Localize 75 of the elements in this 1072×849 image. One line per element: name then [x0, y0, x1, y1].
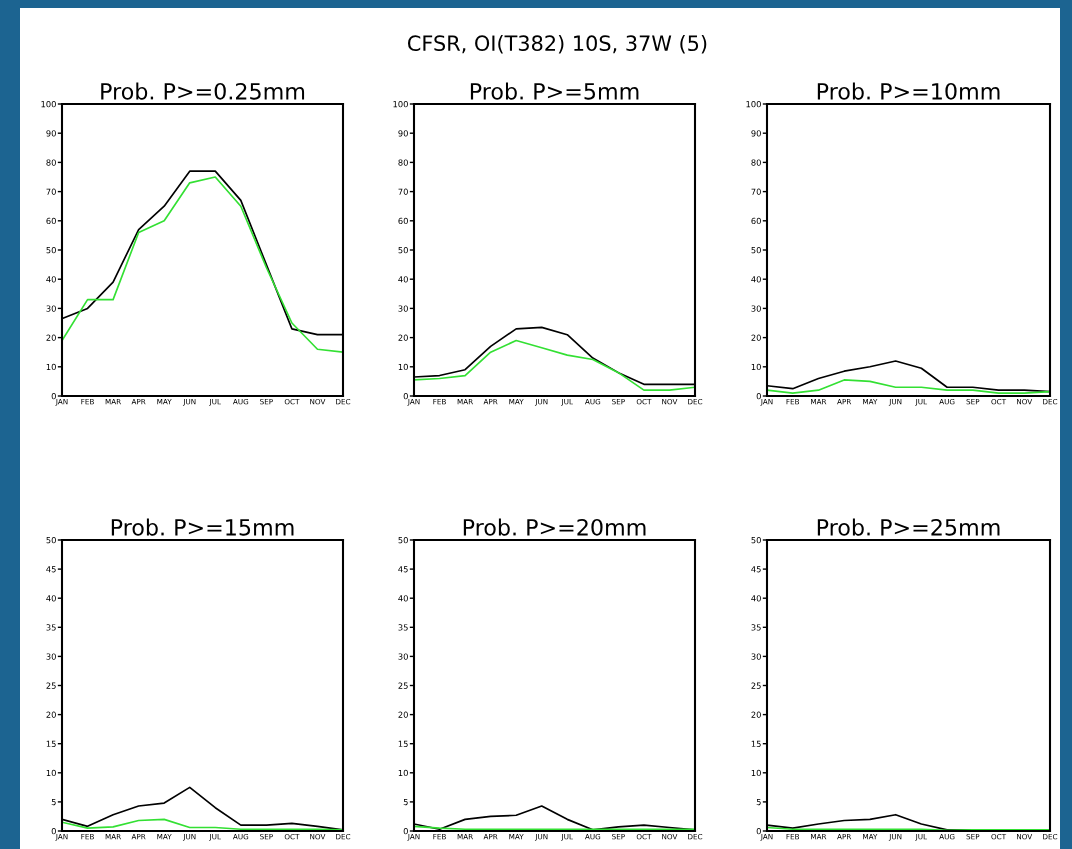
- y-tick-label: 45: [751, 566, 761, 573]
- y-tick-label: 25: [751, 682, 761, 689]
- y-tick-label: 80: [751, 159, 761, 166]
- y-tick-label: 35: [751, 624, 761, 631]
- chart-title: Prob. P>=10mm: [817, 82, 1000, 100]
- chart-title: Prob. P>=25mm: [817, 518, 1000, 536]
- y-tick-label: 10: [751, 769, 761, 777]
- y-tick-label: 20: [398, 711, 408, 718]
- y-tick-label: 60: [751, 217, 761, 225]
- y-tick-label: 80: [46, 159, 56, 166]
- chart-title: Prob. P>=15mm: [111, 518, 294, 536]
- y-tick-label: 100: [393, 100, 408, 108]
- y-tick-label: 35: [46, 624, 56, 631]
- y-tick-label: 40: [46, 276, 56, 283]
- y-tick-label: 30: [398, 305, 408, 312]
- y-tick-label: 10: [398, 769, 408, 777]
- y-tick-label: 60: [398, 217, 408, 225]
- y-tick-label: 0: [403, 827, 408, 835]
- y-tick-label: 5: [756, 798, 761, 806]
- y-tick-label: 20: [46, 711, 56, 718]
- y-tick-label: 5: [403, 798, 408, 806]
- y-tick-label: 10: [46, 363, 56, 371]
- y-tick-label: 10: [46, 769, 56, 777]
- y-tick-label: 30: [751, 653, 761, 660]
- y-tick-label: 20: [398, 334, 408, 341]
- y-tick-label: 0: [756, 392, 761, 400]
- y-tick-label: 25: [46, 682, 56, 689]
- y-tick-label: 25: [398, 682, 408, 689]
- y-tick-label: 30: [46, 305, 56, 312]
- y-tick-label: 30: [398, 653, 408, 660]
- y-tick-label: 90: [46, 130, 56, 137]
- y-tick-label: 100: [746, 100, 761, 108]
- y-tick-label: 0: [51, 392, 56, 400]
- line-series: [414, 339, 695, 391]
- y-tick-label: 35: [398, 624, 408, 631]
- y-tick-label: 60: [46, 217, 56, 225]
- y-tick-label: 90: [751, 130, 761, 137]
- y-tick-label: 50: [398, 536, 408, 544]
- y-tick-label: 45: [398, 566, 408, 573]
- y-tick-label: 20: [46, 334, 56, 341]
- y-tick-label: 0: [756, 827, 761, 835]
- y-tick-label: 80: [398, 159, 408, 166]
- y-tick-label: 15: [46, 740, 56, 747]
- y-tick-label: 90: [398, 130, 408, 137]
- chart-title: Prob. P>=5mm: [470, 82, 639, 100]
- y-tick-label: 20: [751, 711, 761, 718]
- y-tick-label: 40: [751, 276, 761, 283]
- y-tick-label: 70: [751, 188, 761, 195]
- y-tick-label: 5: [51, 798, 56, 806]
- chart-title: Prob. P>=20mm: [463, 518, 646, 536]
- y-tick-label: 40: [398, 276, 408, 283]
- y-tick-label: 50: [751, 246, 761, 254]
- y-tick-label: 40: [398, 595, 408, 602]
- y-tick-label: 40: [751, 595, 761, 602]
- y-tick-label: 30: [751, 305, 761, 312]
- y-tick-label: 20: [751, 334, 761, 341]
- y-tick-label: 70: [398, 188, 408, 195]
- chart-title: Prob. P>=0.25mm: [101, 82, 305, 100]
- y-tick-label: 70: [46, 188, 56, 195]
- y-tick-label: 15: [398, 740, 408, 747]
- y-tick-label: 50: [46, 536, 56, 544]
- y-tick-label: 30: [46, 653, 56, 660]
- line-series: [767, 379, 1050, 394]
- y-tick-label: 100: [41, 100, 56, 108]
- y-tick-label: 15: [751, 740, 761, 747]
- y-tick-label: 10: [751, 363, 761, 371]
- y-tick-label: 50: [46, 246, 56, 254]
- text: CFSR, OI(T382) 10S, 37W (5): [407, 34, 707, 54]
- y-tick-label: 50: [751, 536, 761, 544]
- y-tick-label: 10: [398, 363, 408, 371]
- y-tick-label: 40: [46, 595, 56, 602]
- y-tick-label: 50: [398, 246, 408, 254]
- y-tick-label: 0: [51, 827, 56, 835]
- y-tick-label: 0: [403, 392, 408, 400]
- y-tick-label: 45: [46, 566, 56, 573]
